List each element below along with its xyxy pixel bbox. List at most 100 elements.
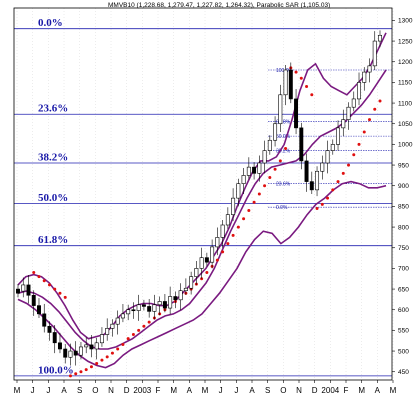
plot-frame (13, 7, 393, 381)
candle-body (126, 309, 131, 315)
candle-body (189, 276, 194, 289)
parabolic-sar (32, 66, 382, 378)
sar-dot (352, 153, 356, 157)
sar-dot (215, 258, 219, 262)
candle-body (47, 325, 52, 333)
candle-body (257, 162, 262, 174)
candle-body (89, 344, 94, 350)
sar-dot (79, 370, 83, 374)
candle-body (273, 123, 278, 141)
x-tick-label: 2003 (133, 386, 151, 395)
sar-dot (231, 233, 235, 237)
sar-dot (247, 209, 251, 213)
y-tick-label: 1250 (398, 38, 413, 45)
candles (16, 30, 382, 366)
candle-body (152, 304, 157, 312)
candle-body (294, 98, 299, 129)
sar-dot (205, 271, 209, 275)
y-tick-label: 1000 (398, 142, 413, 149)
sar-dot (305, 85, 309, 89)
sar-dot (121, 342, 125, 346)
candle-body (278, 94, 283, 125)
sar-dot (357, 142, 361, 146)
x-tick-label: F (344, 386, 349, 395)
x-tick-label: M (170, 386, 177, 395)
x-tick-label: J (31, 386, 35, 395)
y-tick-label: 1150 (398, 80, 412, 87)
candle-body (73, 350, 78, 356)
candle-body (31, 294, 36, 306)
sar-dot (273, 167, 277, 171)
sar-dot (320, 202, 324, 206)
candle-body (341, 119, 346, 129)
sar-dot (268, 175, 272, 179)
sar-dot (299, 76, 303, 80)
x-tick-label: N (296, 386, 302, 395)
candle-body (94, 342, 99, 350)
sar-dot (147, 320, 151, 324)
candle-body (173, 296, 178, 301)
sar-dot (63, 295, 67, 299)
x-tick-label: M (358, 386, 365, 395)
sar-dot (236, 225, 240, 229)
y-tick-label: 750 (398, 245, 409, 252)
x-tick-label: S (265, 386, 270, 395)
x-axis: M J J A S O N D 2003 F M A M J J A S O N D 2004 F M A M (14, 380, 397, 395)
candle-body (299, 127, 304, 162)
candle-body (99, 334, 104, 344)
fib-label: 23.6% (38, 103, 68, 115)
fib2-label: 0.0% (276, 205, 288, 211)
candle-body (52, 332, 57, 344)
candle-body (288, 69, 293, 100)
x-tick-label: S (77, 386, 82, 395)
x-tick-label: A (375, 386, 381, 395)
candle-body (168, 296, 173, 309)
fib2-label: 50.0% (276, 134, 291, 140)
x-tick-label: A (187, 386, 193, 395)
fib2-label: 38.2% (276, 149, 291, 155)
candle-body (320, 162, 325, 172)
y-tick-label: 550 (398, 328, 409, 335)
chart-title: MMVB10 (1,228.68, 1,279.47, 1,227.82, 1,… (108, 2, 330, 9)
y-tick-label: 1100 (398, 100, 412, 107)
y-tick-label: 800 (398, 224, 409, 231)
candle-body (225, 214, 230, 226)
sar-dot (100, 358, 104, 362)
sar-dot (89, 365, 93, 369)
sar-dot (242, 217, 246, 221)
candle-body (309, 181, 314, 191)
candle-body (26, 284, 31, 296)
sar-dot (53, 287, 57, 291)
candle-body (21, 284, 26, 292)
sar-dot (263, 184, 267, 188)
sar-dot (84, 368, 88, 372)
sar-dot (252, 200, 256, 204)
candle-body (162, 301, 167, 309)
sar-dot (221, 250, 225, 254)
candle-body (267, 139, 272, 151)
candle-body (37, 305, 41, 315)
candle-body (183, 287, 188, 292)
fib-label: 61.8% (38, 234, 68, 246)
candle-body (378, 34, 382, 42)
candle-body (215, 237, 220, 248)
x-tick-label: F (156, 386, 161, 395)
x-tick-label: O (280, 386, 286, 395)
candle-body (330, 144, 335, 151)
candle-body (147, 306, 152, 312)
y-tick-label: 950 (398, 162, 409, 169)
candle-body (351, 98, 356, 108)
y-tick-label: 1300 (398, 18, 413, 25)
sar-dot (126, 337, 130, 341)
y-tick-label: 500 (398, 348, 409, 355)
sar-dot (362, 130, 366, 134)
y-tick-label: 600 (398, 307, 409, 314)
sar-dot (378, 99, 382, 103)
sar-dot (58, 291, 62, 295)
x-tick-label: M (202, 386, 209, 395)
y-tick-label: 1200 (398, 59, 413, 66)
candle-body (372, 40, 377, 67)
candle-body (42, 313, 47, 327)
fib-label: 100.0% (38, 364, 74, 376)
